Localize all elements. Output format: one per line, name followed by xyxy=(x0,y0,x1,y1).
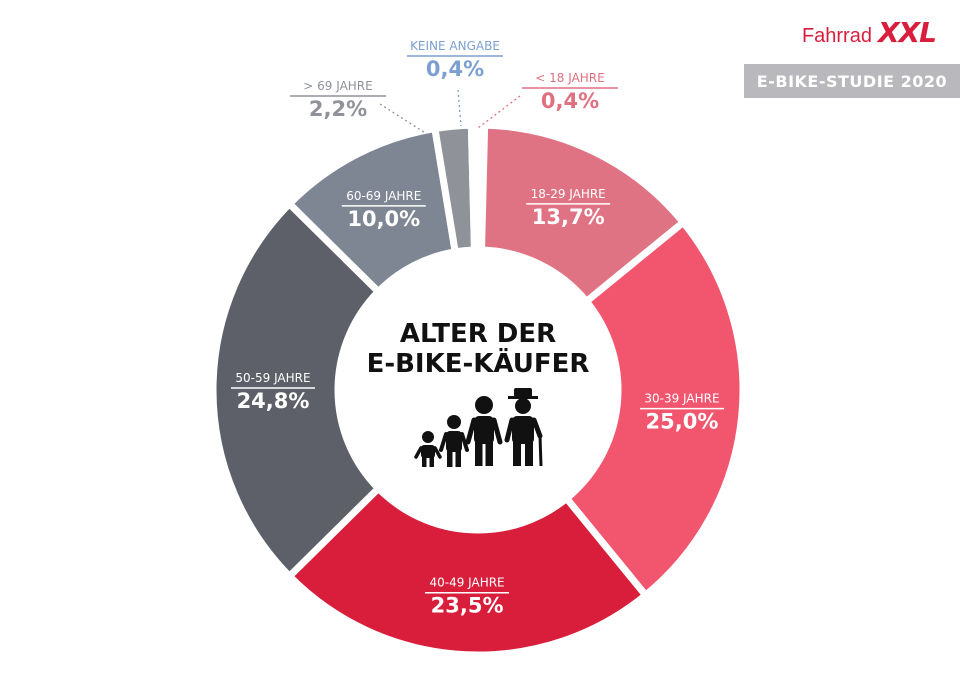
slice-value-label: 24,8% xyxy=(237,389,310,413)
slice-label: 18-29 JAHRE xyxy=(531,187,606,201)
leader-line xyxy=(457,89,462,127)
slice-label: KEINE ANGABE xyxy=(410,39,500,53)
slice-label: > 69 JAHRE xyxy=(303,79,372,93)
center-title-line2: E-BIKE-KÄUFER xyxy=(367,347,590,379)
brand-logo: Fahrrad XXL xyxy=(801,16,937,49)
leader-line xyxy=(477,95,521,129)
study-badge: E-BIKE-STUDIE 2020 xyxy=(744,64,960,98)
family-generations-icon xyxy=(414,388,543,467)
slice-value-label: 13,7% xyxy=(532,205,605,229)
slice-label: < 18 JAHRE xyxy=(535,71,604,85)
slice-value-label: 23,5% xyxy=(431,594,504,618)
slice-7 xyxy=(467,121,482,254)
center-title-line1: ALTER DER xyxy=(400,319,556,349)
brand-word: Fahrrad xyxy=(801,25,872,47)
labels-group: 18-29 JAHRE 13,7% 30-39 JAHRE 25,0% 40-49 JA… xyxy=(231,39,724,618)
slice-label: 30-39 JAHRE xyxy=(644,392,719,406)
slice-label: 50-59 JAHRE xyxy=(235,371,310,385)
slice-value-label: 10,0% xyxy=(347,207,420,231)
brand-mark: XXL xyxy=(877,16,937,49)
slice-value-label: 25,0% xyxy=(646,410,719,434)
slice-label: 40-49 JAHRE xyxy=(429,576,504,590)
slice-value-label: 0,4% xyxy=(541,89,599,113)
slice-label: 60-69 JAHRE xyxy=(346,189,421,203)
slice-value-label: 2,2% xyxy=(309,97,367,121)
slice-value-label: 0,4% xyxy=(426,57,484,81)
center-circle xyxy=(336,248,620,532)
leader-line xyxy=(379,103,431,137)
